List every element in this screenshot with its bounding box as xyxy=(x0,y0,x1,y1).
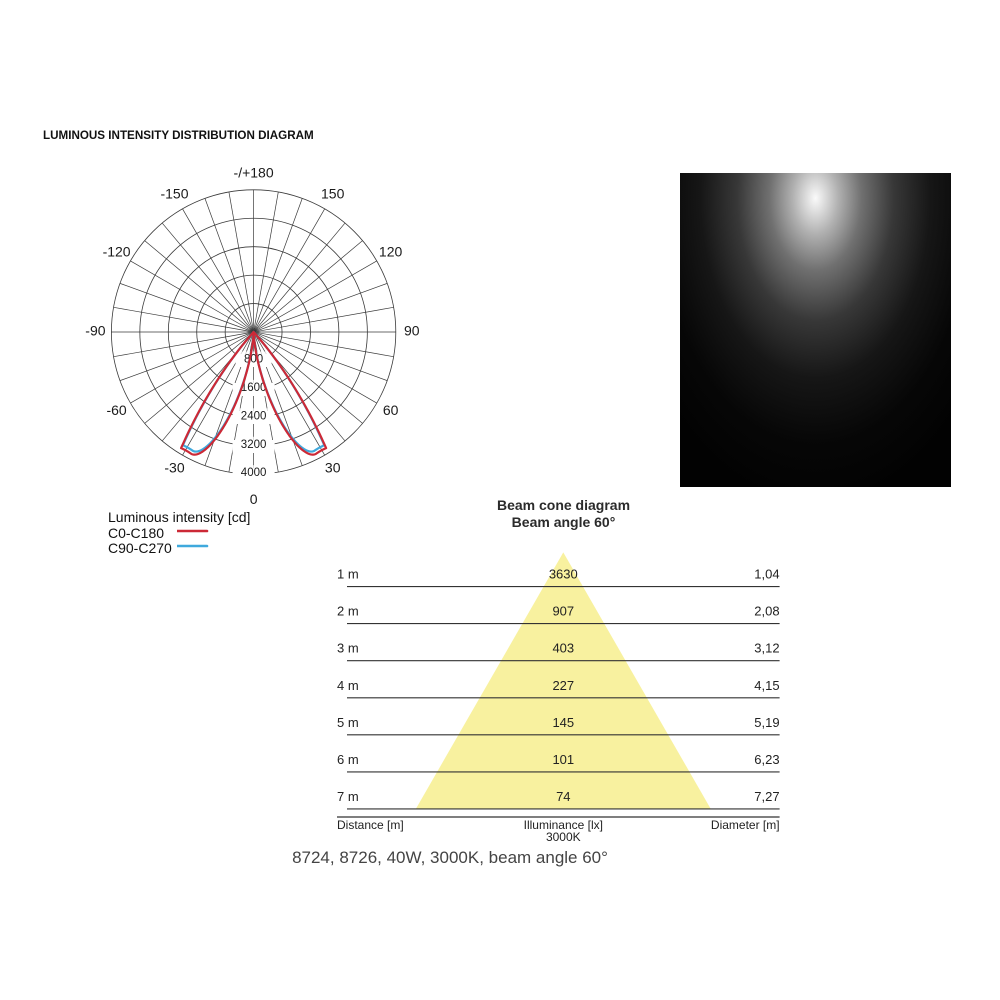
svg-text:5,19: 5,19 xyxy=(754,715,779,730)
svg-text:-150: -150 xyxy=(160,186,188,202)
svg-text:3 m: 3 m xyxy=(337,641,359,656)
svg-text:Diameter [m]: Diameter [m] xyxy=(711,818,780,832)
svg-text:3000K: 3000K xyxy=(546,830,581,844)
svg-text:7,27: 7,27 xyxy=(754,789,779,804)
svg-text:227: 227 xyxy=(552,678,574,693)
svg-text:4000: 4000 xyxy=(241,467,267,479)
svg-text:-/+180: -/+180 xyxy=(234,165,274,181)
svg-text:403: 403 xyxy=(552,641,574,656)
svg-text:30: 30 xyxy=(325,460,341,476)
svg-text:0: 0 xyxy=(250,491,258,507)
svg-text:-60: -60 xyxy=(106,402,126,418)
svg-text:Distance [m]: Distance [m] xyxy=(337,818,404,832)
svg-text:120: 120 xyxy=(379,244,403,260)
svg-text:6 m: 6 m xyxy=(337,752,359,767)
svg-text:2 m: 2 m xyxy=(337,604,359,619)
svg-text:60: 60 xyxy=(383,402,399,418)
svg-text:3200: 3200 xyxy=(241,439,267,451)
svg-text:7 m: 7 m xyxy=(337,789,359,804)
svg-text:4,15: 4,15 xyxy=(754,678,779,693)
svg-text:90: 90 xyxy=(404,323,420,339)
svg-text:74: 74 xyxy=(556,789,570,804)
svg-text:-90: -90 xyxy=(85,323,105,339)
svg-text:1600: 1600 xyxy=(241,382,267,394)
svg-text:101: 101 xyxy=(552,752,574,767)
svg-text:2400: 2400 xyxy=(241,410,267,422)
svg-text:3630: 3630 xyxy=(549,567,578,582)
svg-text:150: 150 xyxy=(321,186,345,202)
svg-text:1,04: 1,04 xyxy=(754,567,779,582)
svg-text:4 m: 4 m xyxy=(337,678,359,693)
svg-text:2,08: 2,08 xyxy=(754,604,779,619)
svg-text:145: 145 xyxy=(552,715,574,730)
svg-text:-30: -30 xyxy=(164,460,184,476)
svg-text:3,12: 3,12 xyxy=(754,641,779,656)
svg-text:5 m: 5 m xyxy=(337,715,359,730)
svg-text:1 m: 1 m xyxy=(337,567,359,582)
svg-text:-120: -120 xyxy=(103,244,131,260)
svg-text:907: 907 xyxy=(552,604,574,619)
svg-text:6,23: 6,23 xyxy=(754,752,779,767)
svg-text:800: 800 xyxy=(244,353,263,365)
